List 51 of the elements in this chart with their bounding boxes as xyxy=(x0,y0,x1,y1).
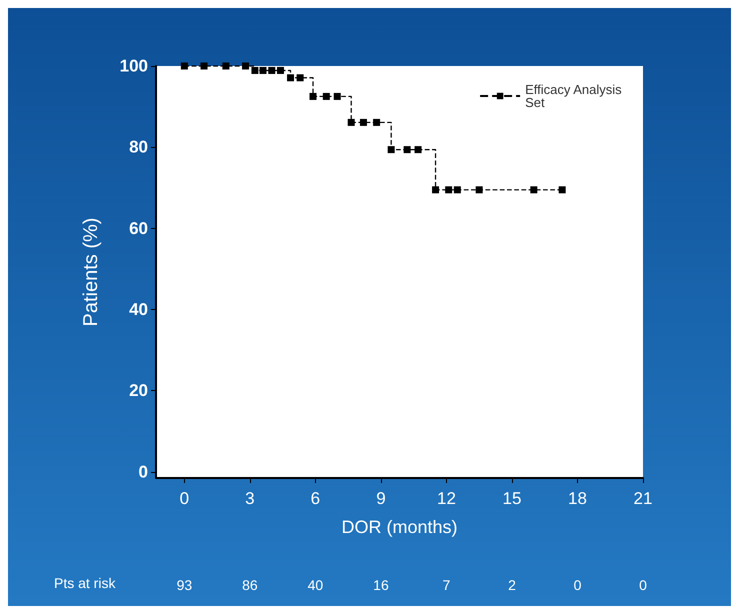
point xyxy=(432,186,440,194)
x-tick-label: 12 xyxy=(436,489,456,508)
x-tick-label: 0 xyxy=(180,489,190,508)
point xyxy=(373,118,380,126)
point xyxy=(454,186,461,194)
text: 40 xyxy=(308,577,324,593)
text: 86 xyxy=(242,577,258,593)
text: Pts at risk xyxy=(54,575,116,591)
point xyxy=(334,92,341,100)
point xyxy=(530,186,538,194)
point xyxy=(388,146,395,154)
text: 0 xyxy=(639,577,648,593)
point xyxy=(310,92,317,100)
y-tick-label: 0 xyxy=(138,462,148,482)
point xyxy=(260,66,267,74)
point xyxy=(322,92,330,100)
x-axis-title: DOR (months) xyxy=(341,517,458,537)
y-tick-label: 40 xyxy=(129,300,148,320)
x-tick-label: 15 xyxy=(502,489,522,508)
text: 7 xyxy=(442,577,451,593)
point xyxy=(360,118,367,126)
point xyxy=(276,66,284,74)
y-tick-label: 80 xyxy=(129,138,148,157)
text: 93 xyxy=(176,577,192,593)
point xyxy=(404,146,411,154)
x-tick-label: 9 xyxy=(376,489,386,508)
point xyxy=(287,74,294,82)
y-tick-label: 20 xyxy=(129,381,148,400)
point xyxy=(180,62,188,70)
legend-label: Efficacy Analysis Set xyxy=(525,82,626,110)
point xyxy=(476,186,483,194)
point xyxy=(558,186,566,194)
point xyxy=(222,62,230,70)
x-tick-label: 3 xyxy=(245,489,255,508)
x-tick-label: 21 xyxy=(634,489,652,508)
point xyxy=(414,146,422,154)
point xyxy=(242,62,250,70)
point xyxy=(348,118,355,126)
y-tick-label: 100 xyxy=(120,56,148,76)
point xyxy=(296,74,304,82)
x-tick-label: 18 xyxy=(568,489,587,508)
text: 2 xyxy=(508,577,516,593)
point xyxy=(445,186,452,194)
point xyxy=(200,62,208,70)
y-tick-label: 60 xyxy=(129,218,148,238)
point xyxy=(268,66,276,74)
text: 0 xyxy=(574,577,582,593)
text: 16 xyxy=(373,577,389,593)
x-tick-label: 6 xyxy=(310,489,320,508)
y-axis-title: Patients (%) xyxy=(80,218,102,326)
point xyxy=(251,66,258,74)
